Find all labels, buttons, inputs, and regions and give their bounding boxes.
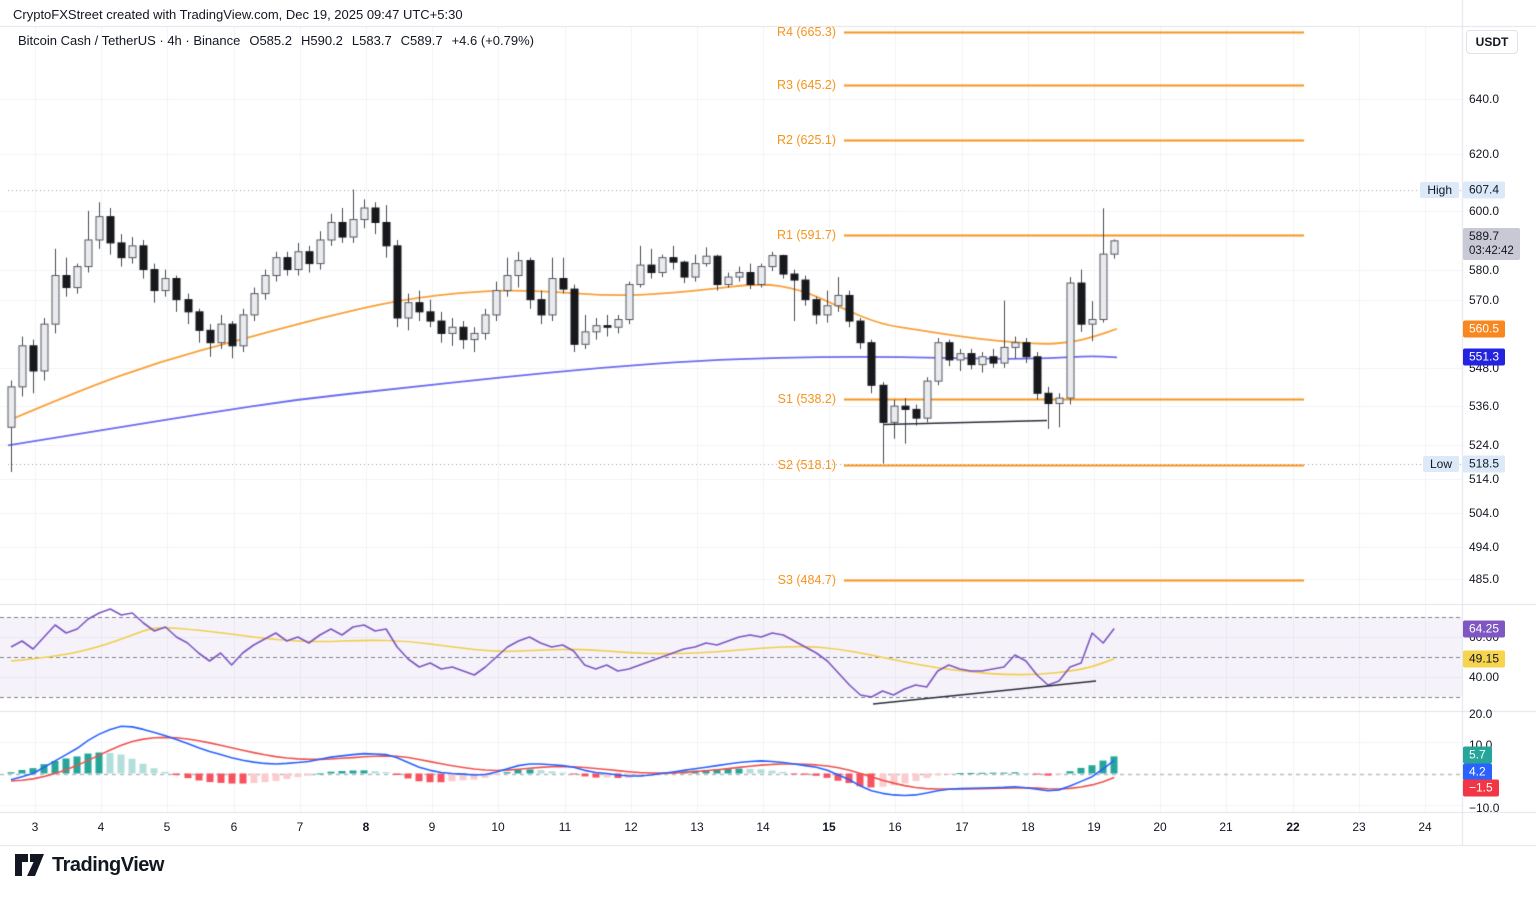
price-axis-label: 524.0 [1469,438,1500,453]
price-axis-label: 600.0 [1469,203,1500,218]
currency-toggle-button[interactable]: USDT [1466,30,1518,54]
pivot-label: R4 (665.3) [776,25,836,40]
time-axis-label: 10 [491,820,505,834]
symbol-title[interactable]: Bitcoin Cash / TetherUS · 4h · Binance [18,33,241,48]
time-axis-label: 5 [163,820,171,834]
time-axis-label: 22 [1286,820,1300,834]
low-price-badge: 518.5 [1463,455,1506,473]
rsi-axis-label: 40.00 [1469,670,1500,684]
time-axis-label: 23 [1352,820,1366,834]
tradingview-logo-icon [14,853,45,878]
time-axis-label: 16 [888,820,902,834]
price-axis-label: 640.0 [1469,92,1500,107]
price-axis-label: 620.0 [1469,147,1500,162]
ma-blue-badge: 551.3 [1463,348,1506,366]
last-price-badge: 589.7 03:42:42 [1463,227,1520,260]
price-axis-label: 580.0 [1469,262,1500,277]
pivot-label: S1 (538.2) [777,392,836,407]
ohlc-close: C589.7 [400,33,443,48]
time-axis-label: 8 [362,820,370,834]
chart-legend: Bitcoin Cash / TetherUS · 4h · Binance O5… [18,33,543,48]
high-price-badge: 607.4 [1463,181,1506,199]
low-tag: Low [1422,455,1459,472]
time-axis-label: 24 [1418,820,1432,834]
time-axis-label: 19 [1087,820,1101,834]
watermark-credit: CryptoFXStreet created with TradingView.… [13,7,463,22]
price-axis-label: 494.0 [1469,540,1500,555]
macd-histogram-badge: 5.7 [1463,746,1492,764]
price-axis-label: 536.0 [1469,399,1500,414]
time-axis-label: 21 [1219,820,1233,834]
ohlc-high: H590.2 [300,33,343,48]
macd-line-badge: 4.2 [1463,763,1492,780]
time-axis-label: 13 [690,820,704,834]
price-axis-label: 570.0 [1469,292,1500,307]
price-axis-label: 485.0 [1469,572,1500,587]
pivot-label: R1 (591.7) [776,228,836,242]
time-axis-label: 9 [428,820,436,834]
price-axis-label: 504.0 [1469,505,1500,520]
pivot-label: R3 (645.2) [776,78,836,93]
ohlc-low: L583.7 [351,33,392,48]
time-axis-label: 20 [1153,820,1167,834]
candle-countdown: 03:42:42 [1469,244,1514,257]
time-axis-label: 15 [822,820,836,834]
time-axis-label: 12 [624,820,638,834]
pivot-label: S3 (484.7) [777,573,836,588]
time-axis-label: 6 [230,820,238,834]
time-axis-label: 11 [558,820,572,834]
ohlc-change: +4.6 (+0.79%) [451,33,534,48]
ohlc-open: O585.2 [249,33,292,48]
tradingview-logo-text: TradingView [52,854,164,876]
macd-axis-label: −10.0 [1469,801,1500,815]
time-axis-label: 7 [296,820,304,834]
tradingview-logo[interactable]: TradingView [14,853,164,878]
high-tag: High [1420,181,1459,198]
time-axis-label: 18 [1021,820,1035,834]
rsi-value-badge: 64.25 [1463,620,1506,637]
last-price-value: 589.7 [1469,228,1500,243]
time-axis-label: 3 [31,820,39,834]
macd-axis-label: 20.0 [1469,706,1493,721]
price-axis-label: 514.0 [1469,471,1500,486]
time-axis-label: 14 [756,820,770,834]
time-axis-label: 17 [955,820,969,834]
ma-orange-badge: 560.5 [1463,320,1506,338]
macd-signal-badge: −1.5 [1463,779,1499,797]
pivot-label: S2 (518.1) [777,457,836,472]
pivot-label: R2 (625.1) [776,132,836,147]
rsi-ma-value-badge: 49.15 [1463,650,1506,668]
time-axis-label: 4 [97,820,105,834]
